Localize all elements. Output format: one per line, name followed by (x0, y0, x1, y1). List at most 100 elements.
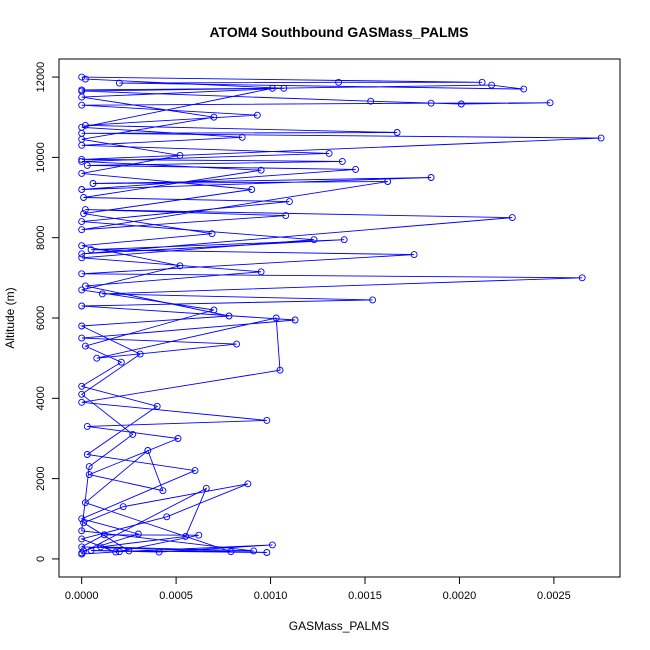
data-point (83, 422, 91, 430)
series-1 (78, 84, 333, 557)
series-0 (78, 73, 605, 558)
data-point (272, 314, 280, 322)
chart-title: ATOM4 Southbound GASMass_PALMS (209, 24, 468, 40)
data-point (208, 230, 216, 238)
data-point (78, 93, 86, 101)
data-point (367, 97, 375, 105)
data-point (282, 212, 290, 220)
data-point (520, 85, 528, 93)
data-point (182, 532, 190, 540)
data-point (427, 99, 435, 107)
x-tick-label: 0.0025 (537, 590, 571, 602)
data-point (457, 100, 465, 108)
y-tick-label: 0 (35, 556, 47, 562)
data-point (280, 84, 288, 92)
x-axis-label: GASMass_PALMS (289, 619, 389, 633)
data-point (112, 548, 120, 556)
x-tick-label: 0.0015 (348, 590, 382, 602)
data-point (78, 254, 86, 262)
data-point (285, 198, 293, 206)
data-point (210, 113, 218, 121)
data-point (115, 79, 123, 87)
data-point (78, 242, 86, 250)
data-point (80, 547, 88, 555)
data-point (233, 340, 241, 348)
data-point (100, 531, 108, 539)
data-point (78, 334, 86, 342)
data-point (115, 548, 123, 556)
y-tick-label: 12000 (35, 62, 47, 93)
data-point (340, 236, 348, 244)
data-point (191, 467, 199, 475)
data-point (195, 531, 203, 539)
data-point (93, 354, 101, 362)
data-point (81, 121, 89, 129)
data-point (578, 274, 586, 282)
data-point (78, 157, 86, 165)
y-axis-label: Altitude (m) (3, 287, 17, 348)
data-point (159, 487, 167, 495)
data-point (253, 111, 261, 119)
series-line (79, 87, 330, 554)
data-point (268, 541, 276, 549)
data-point (257, 166, 265, 174)
data-point (369, 296, 377, 304)
x-tick-label: 0.0000 (65, 590, 99, 602)
data-point (546, 99, 554, 107)
data-point (210, 306, 218, 314)
data-point (144, 447, 152, 454)
data-point (83, 161, 91, 169)
data-point (597, 134, 605, 142)
data-point (291, 316, 299, 324)
y-tick-label: 10000 (35, 142, 47, 173)
y-tick-label: 2000 (35, 466, 47, 490)
data-point (78, 155, 86, 163)
data-point (80, 210, 88, 218)
series-line (80, 76, 602, 555)
data-point (410, 251, 418, 259)
data-point (78, 286, 86, 294)
data-point (78, 302, 86, 310)
data-point (87, 246, 95, 254)
data-point (78, 135, 86, 143)
data-point (80, 519, 88, 527)
data-point (276, 366, 284, 374)
x-tick-label: 0.0010 (254, 590, 288, 602)
series-2 (78, 75, 288, 555)
data-point (81, 75, 89, 83)
data-point (263, 549, 271, 556)
data-point (81, 342, 89, 350)
data-point (83, 451, 91, 458)
data-point (335, 78, 343, 86)
data-point (352, 165, 360, 173)
data-point (488, 81, 496, 89)
data-point (202, 484, 210, 492)
data-point (153, 402, 161, 410)
data-point (78, 86, 86, 94)
data-point (78, 527, 86, 535)
data-point (176, 262, 184, 270)
data-point (248, 186, 256, 193)
data-point (78, 186, 86, 193)
data-point (78, 226, 86, 234)
data-point (78, 169, 86, 177)
data-point (508, 214, 516, 222)
data-point (78, 322, 86, 330)
data-point (117, 358, 125, 366)
data-point (78, 101, 86, 109)
data-point (244, 480, 252, 488)
series-layer (78, 73, 605, 558)
data-point (81, 206, 89, 214)
data-point (310, 236, 318, 244)
data-point (78, 218, 86, 226)
data-point (119, 503, 127, 511)
data-point (250, 547, 258, 555)
data-point (129, 430, 137, 438)
data-point (238, 133, 246, 141)
data-point (163, 513, 171, 521)
data-point (384, 178, 392, 185)
data-point (263, 416, 271, 424)
data-point (427, 174, 435, 181)
